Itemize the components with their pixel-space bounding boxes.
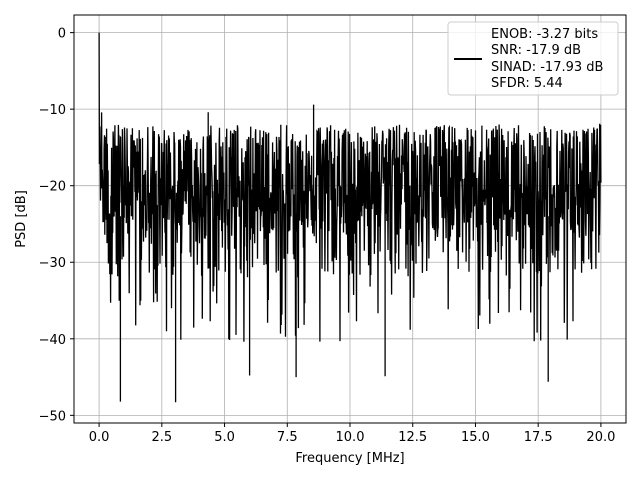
x-tick-label: 15.0 bbox=[461, 430, 490, 445]
x-tick-label: 2.5 bbox=[151, 430, 172, 445]
y-tick-label: −30 bbox=[39, 256, 66, 271]
y-tick-label: −50 bbox=[39, 409, 66, 424]
legend: ENOB: -3.27 bits SNR: -17.9 dB SINAD: -1… bbox=[447, 21, 619, 96]
legend-box bbox=[447, 21, 619, 96]
y-tick-label: −10 bbox=[39, 103, 66, 118]
x-tick-label: 17.5 bbox=[524, 430, 553, 445]
x-tick-label: 5.0 bbox=[214, 430, 235, 445]
y-tick-label: −20 bbox=[39, 180, 66, 195]
legend-snr: SNR: -17.9 dB bbox=[491, 43, 581, 58]
x-tick-label: 20.0 bbox=[586, 430, 615, 445]
x-tick-label: 10.0 bbox=[336, 430, 365, 445]
y-tick-label: −40 bbox=[39, 333, 66, 348]
legend-enob: ENOB: -3.27 bits bbox=[491, 27, 598, 42]
x-tick-label: 0.0 bbox=[89, 430, 110, 445]
y-tick-label: 0 bbox=[58, 27, 66, 42]
x-tick-label: 12.5 bbox=[398, 430, 427, 445]
legend-sinad: SINAD: -17.93 dB bbox=[491, 60, 603, 75]
y-axis-label: PSD [dB] bbox=[14, 190, 29, 248]
x-tick-label: 7.5 bbox=[277, 430, 298, 445]
data-layer bbox=[98, 32, 602, 403]
legend-sfdr: SFDR: 5.44 bbox=[491, 76, 563, 91]
tick-layer: 0.0 2.5 5.0 7.5 10.0 12.5 15.0 17.5 20.0 0 −10 −20 −… bbox=[39, 27, 616, 445]
psd-series-line bbox=[98, 32, 602, 403]
x-axis-label: Frequency [MHz] bbox=[295, 451, 404, 466]
